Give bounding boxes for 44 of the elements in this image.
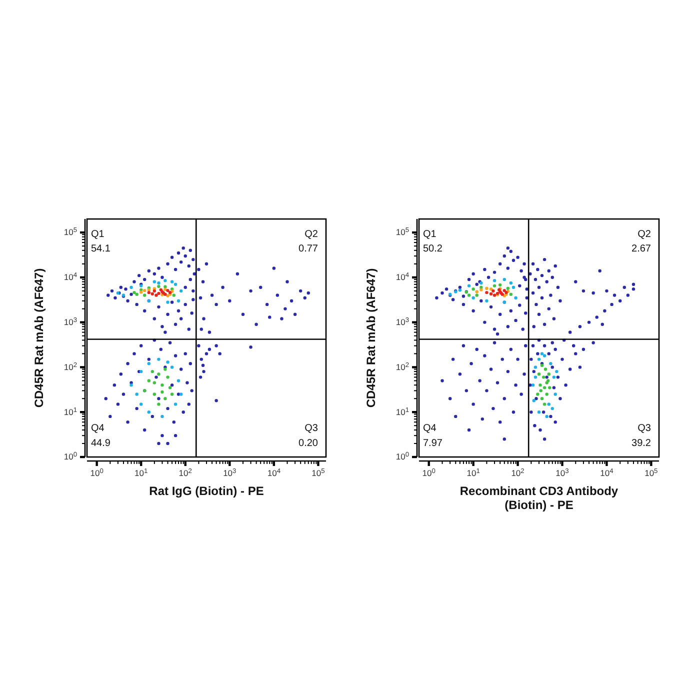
x-tick-label: 10$^{1}$ — [134, 468, 148, 478]
x-tick-label: 10$^{3}$ — [223, 468, 237, 478]
x-tick-label: 10$^{0}$ — [90, 468, 104, 478]
annotation: Q2 — [304, 228, 318, 240]
x-tick-label: 10$^{5}$ — [312, 468, 326, 478]
annotation: Q4 — [423, 422, 437, 434]
annotation: 50.2 — [423, 243, 443, 254]
annotation: 44.9 — [91, 438, 111, 448]
annotation: Q1 — [423, 228, 437, 240]
y-tick-label: 10$^{5}$ — [64, 226, 78, 238]
x-tick-label: 10$^{4}$ — [600, 468, 614, 478]
y-axis-title: CD45R Rat mAb (AF647) — [32, 268, 46, 408]
x-axis-title: Recombinant CD3 Antibody (Biotin) - PE — [460, 484, 618, 512]
y-tick-label: 10$^{4}$ — [396, 272, 410, 282]
y-tick-label: 10$^{3}$ — [396, 316, 410, 328]
annotation: 0.77 — [298, 243, 318, 254]
y-tick-label: 10$^{5}$ — [396, 226, 410, 238]
y-tick-label: 10$^{1}$ — [64, 406, 78, 417]
annotation: 54.1 — [91, 243, 111, 254]
y-tick-label: 10$^{2}$ — [64, 361, 78, 372]
x-tick-label: 10$^{5}$ — [644, 468, 658, 478]
x-axis-title: Rat IgG (Biotin) - PE — [149, 484, 264, 498]
annotation: Q3 — [638, 422, 652, 434]
annotation: Q1 — [91, 228, 105, 240]
y-tick-label: 10$^{3}$ — [64, 316, 78, 328]
x-tick-label: 10$^{4}$ — [267, 468, 281, 478]
y-tick-label: 10$^{1}$ — [396, 406, 410, 417]
annotation: Q3 — [304, 422, 318, 434]
y-tick-label: 10$^{0}$ — [64, 451, 78, 462]
x-tick-label: 10$^{2}$ — [511, 468, 525, 478]
y-tick-label: 10$^{4}$ — [64, 272, 78, 282]
annotation: 2.67 — [632, 243, 652, 254]
annotation: 39.2 — [632, 438, 652, 448]
x-tick-label: 10$^{1}$ — [466, 468, 480, 478]
x-tick-label: 10$^{0}$ — [422, 468, 436, 478]
annotation: Q2 — [638, 228, 652, 240]
y-tick-label: 10$^{0}$ — [396, 451, 410, 462]
annotation: 0.20 — [298, 438, 318, 448]
annotation: 7.97 — [423, 438, 443, 448]
y-tick-label: 10$^{2}$ — [396, 361, 410, 372]
x-tick-label: 10$^{2}$ — [178, 468, 192, 478]
annotation: Q4 — [91, 422, 105, 434]
y-axis-title: CD45R Rat mAb (AF647) — [364, 268, 378, 408]
x-tick-label: 10$^{3}$ — [556, 468, 570, 478]
